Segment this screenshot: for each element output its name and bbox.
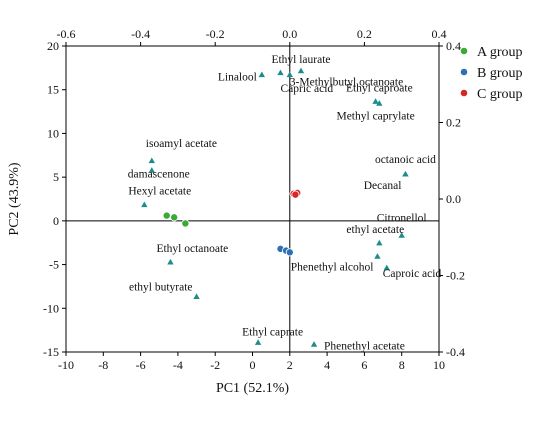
y-tick-label: 10 xyxy=(47,126,59,140)
loading-marker xyxy=(310,341,318,347)
score-point xyxy=(285,248,294,257)
loading-marker xyxy=(277,69,284,76)
loading-label: Ethyl octanoate xyxy=(156,243,228,255)
right-y-tick-label: 0.2 xyxy=(446,116,461,130)
top-x-tick-label: 0.0 xyxy=(282,27,297,41)
loading-marker xyxy=(167,258,174,265)
y-tick-label: 0 xyxy=(53,214,59,228)
loading-label: ethyl butyrate xyxy=(129,282,193,294)
x-axis-title: PC1 (52.1%) xyxy=(216,381,289,396)
top-x-tick-label: -0.4 xyxy=(131,27,150,41)
loading-marker xyxy=(374,253,381,259)
loading-label: Ethyl caprate xyxy=(242,326,303,338)
loading-marker xyxy=(286,71,293,78)
right-y-tick-label: 0.4 xyxy=(446,39,461,53)
loading-marker xyxy=(254,339,262,345)
loading-marker xyxy=(258,71,266,78)
score-point xyxy=(162,211,171,220)
x-tick-label: -6 xyxy=(136,358,146,372)
loading-label: octanoic acid xyxy=(375,154,436,166)
y-tick-label: -15 xyxy=(43,345,59,359)
loading-label: Citronellol xyxy=(377,212,427,224)
loading-marker xyxy=(148,157,155,164)
loading-label: Methyl caprylate xyxy=(336,110,414,122)
loading-marker xyxy=(141,201,148,208)
loading-marker xyxy=(383,264,390,271)
legend-label: B group xyxy=(477,66,523,81)
loading-marker xyxy=(148,167,155,173)
loading-label: damascenone xyxy=(128,168,190,180)
top-x-tick-label: -0.2 xyxy=(206,27,225,41)
score-point xyxy=(181,219,190,228)
loading-label: Ethyl laurate xyxy=(271,54,330,66)
legend-marker xyxy=(460,47,468,55)
right-y-tick-label: 0.0 xyxy=(446,192,461,206)
top-x-tick-label: 0.2 xyxy=(357,27,372,41)
loading-label: Phenethyl acetate xyxy=(324,340,405,352)
loading-label: isoamyl acetate xyxy=(146,138,217,150)
loading-marker xyxy=(398,232,405,238)
top-x-tick-label: -0.6 xyxy=(57,27,76,41)
top-x-tick-label: 0.4 xyxy=(432,27,447,41)
right-y-tick-label: -0.2 xyxy=(446,269,465,283)
y-tick-label: -5 xyxy=(49,258,59,272)
x-tick-label: 6 xyxy=(361,358,367,372)
right-y-tick-label: -0.4 xyxy=(446,345,465,359)
x-tick-label: 10 xyxy=(433,358,445,372)
legend-marker xyxy=(460,89,468,97)
y-tick-label: 15 xyxy=(47,83,59,97)
x-tick-label: 0 xyxy=(250,358,256,372)
y-axis-title: PC2 (43.9%) xyxy=(7,162,22,235)
y-tick-label: 5 xyxy=(53,170,59,184)
x-tick-label: -2 xyxy=(210,358,220,372)
legend-label: C group xyxy=(477,87,523,102)
y-tick-label: -10 xyxy=(43,301,59,315)
loading-label: Caproic acid xyxy=(383,268,442,280)
x-tick-label: -4 xyxy=(173,358,183,372)
loading-label: Capric acid xyxy=(280,83,333,95)
legend-marker xyxy=(460,68,468,76)
loading-label: Ethyl caproate xyxy=(346,82,413,94)
x-tick-label: 8 xyxy=(399,358,405,372)
loading-label: ethyl acetate xyxy=(346,224,404,236)
loading-label: Linalool xyxy=(218,72,257,84)
loading-label: 3-Methylbutyl octanoate xyxy=(290,77,403,89)
x-tick-label: 4 xyxy=(324,358,330,372)
loading-marker xyxy=(376,239,383,246)
x-tick-label: 2 xyxy=(287,358,293,372)
loading-marker xyxy=(297,67,305,74)
score-point xyxy=(291,190,300,199)
loading-marker xyxy=(193,293,200,299)
loading-label: Decanal xyxy=(364,180,402,192)
x-tick-label: -10 xyxy=(58,358,74,372)
loading-label: Hexyl acetate xyxy=(128,186,191,198)
x-tick-label: -8 xyxy=(98,358,108,372)
loading-marker xyxy=(372,98,379,104)
legend-label: A group xyxy=(477,45,523,60)
loading-marker xyxy=(402,170,409,177)
score-point xyxy=(170,213,179,222)
y-tick-label: 20 xyxy=(47,39,59,53)
loading-marker xyxy=(376,100,383,106)
loading-label: Phenethyl alcohol xyxy=(291,261,374,273)
